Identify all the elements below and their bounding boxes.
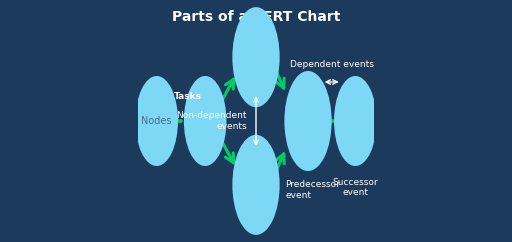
Ellipse shape bbox=[232, 7, 280, 107]
Text: Successor
event: Successor event bbox=[332, 178, 378, 197]
Text: Dependent events: Dependent events bbox=[290, 60, 374, 69]
Ellipse shape bbox=[284, 71, 332, 171]
Ellipse shape bbox=[135, 76, 178, 166]
Text: Non-dependent
events: Non-dependent events bbox=[177, 111, 247, 131]
Ellipse shape bbox=[334, 76, 377, 166]
Ellipse shape bbox=[184, 76, 226, 166]
Ellipse shape bbox=[232, 135, 280, 235]
Text: Nodes: Nodes bbox=[141, 116, 172, 126]
Text: Tasks: Tasks bbox=[174, 92, 202, 101]
Text: Parts of a PERT Chart: Parts of a PERT Chart bbox=[172, 10, 340, 24]
Text: Predecessor
event: Predecessor event bbox=[285, 180, 340, 199]
